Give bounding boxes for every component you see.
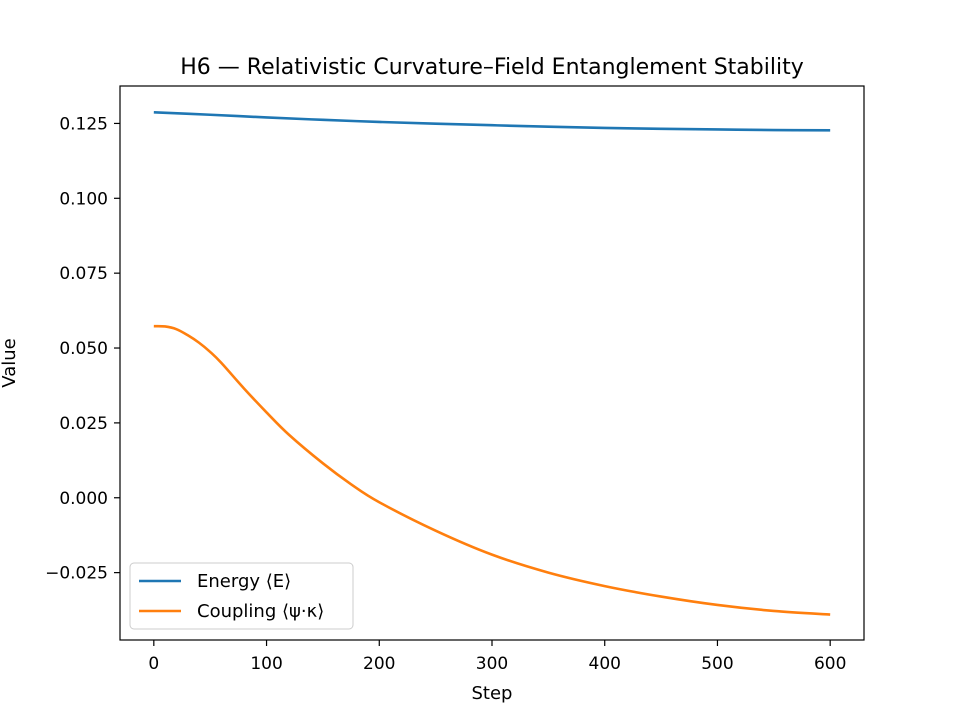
y-tick-label: 0.050 bbox=[59, 339, 108, 359]
y-tick-label: −0.025 bbox=[45, 564, 108, 584]
x-tick-label: 600 bbox=[814, 654, 846, 674]
x-tick-label: 500 bbox=[701, 654, 733, 674]
y-tick-label: 0.000 bbox=[59, 489, 108, 509]
x-tick-label: 0 bbox=[148, 654, 159, 674]
x-tick-label: 100 bbox=[250, 654, 282, 674]
y-tick-label: 0.100 bbox=[59, 189, 108, 209]
series-line-1 bbox=[153, 111, 831, 132]
plot-frame bbox=[119, 85, 865, 641]
series-lines bbox=[153, 111, 831, 616]
x-tick-label: 200 bbox=[363, 654, 395, 674]
x-axis-ticks: 0 100 200 300 400 500 600 bbox=[148, 640, 846, 674]
y-axis-label: Value bbox=[0, 338, 20, 387]
series-line-2 bbox=[153, 324, 831, 616]
legend-label-1: Energy ⟨E⟩ bbox=[197, 571, 291, 592]
x-tick-label: 300 bbox=[476, 654, 508, 674]
chart-title: H6 — Relativistic Curvature–Field Entang… bbox=[180, 55, 803, 80]
legend-box bbox=[129, 562, 354, 630]
y-tick-label: 0.025 bbox=[59, 414, 108, 434]
x-axis-label: Step bbox=[472, 683, 513, 704]
legend-label-2: Coupling ⟨ψ·κ⟩ bbox=[197, 601, 324, 622]
y-tick-label: 0.075 bbox=[59, 264, 108, 284]
legend: Energy ⟨E⟩ Coupling ⟨ψ·κ⟩ bbox=[129, 562, 354, 630]
y-tick-label: 0.125 bbox=[59, 114, 108, 134]
x-tick-label: 400 bbox=[589, 654, 621, 674]
y-axis-ticks: −0.025 0.000 0.025 0.050 0.075 0.100 0.125 bbox=[45, 114, 120, 584]
